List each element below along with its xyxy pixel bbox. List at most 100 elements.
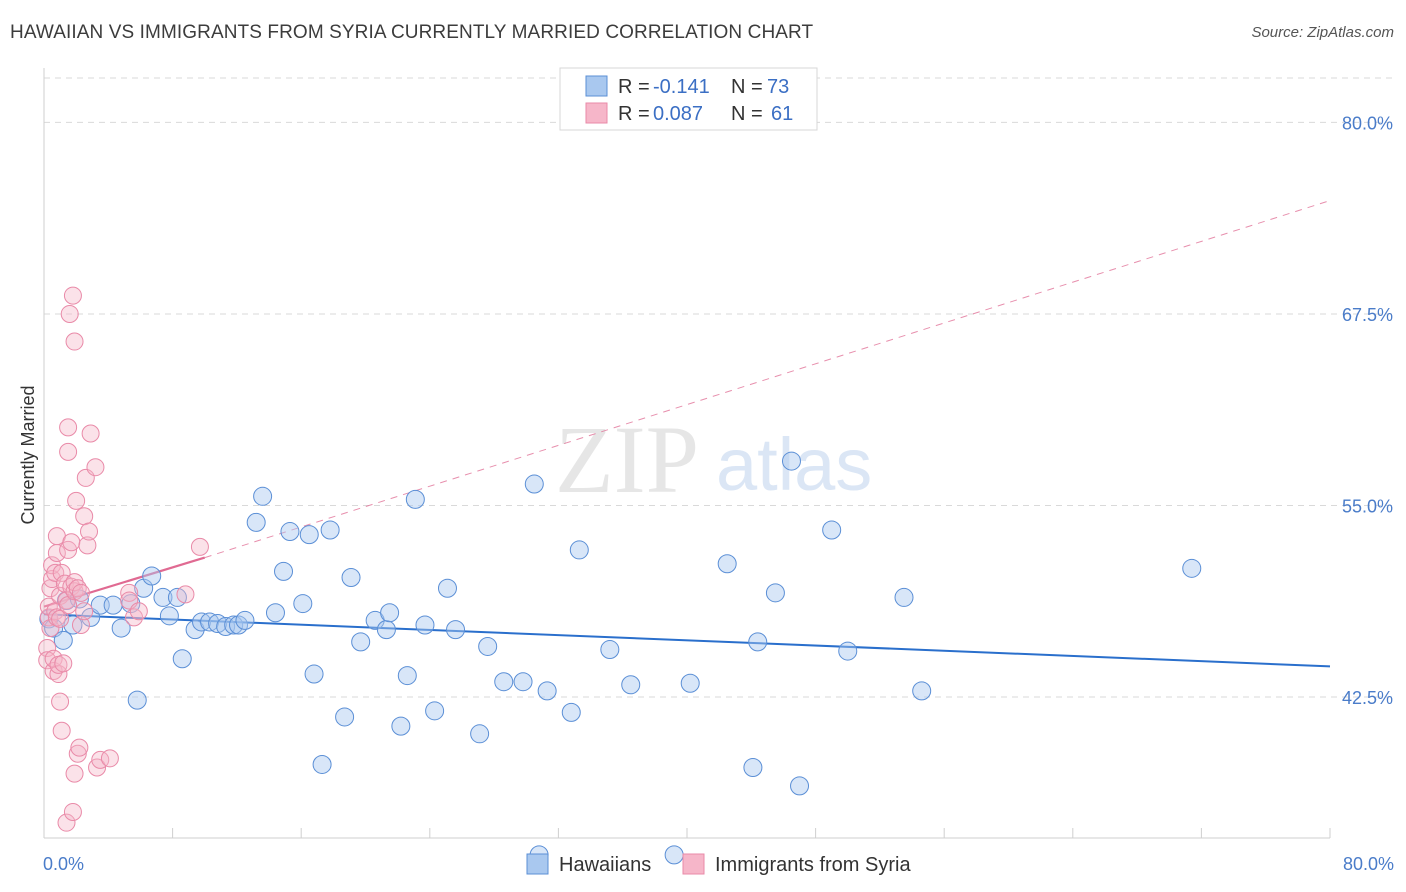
series-legend: Hawaiians Immigrants from Syria xyxy=(526,853,911,876)
syria-point-51 xyxy=(86,458,105,477)
syria-point-45 xyxy=(75,507,94,526)
hawaiians-point-68 xyxy=(822,520,842,540)
hawaiians-point-71 xyxy=(912,681,932,701)
syria-point-18 xyxy=(51,609,70,628)
hawaiians-point-60 xyxy=(664,845,684,865)
y-tick-label-2: 67.5% xyxy=(1342,305,1393,325)
series-legend-label-syria: Immigrants from Syria xyxy=(715,854,911,876)
syria-point-22 xyxy=(54,654,73,673)
syria-point-14 xyxy=(47,608,66,627)
syria-point-5 xyxy=(41,619,60,638)
hawaiians-point-44 xyxy=(405,489,425,509)
syria-point-50 xyxy=(81,424,100,443)
watermark-zip: ZIP xyxy=(555,406,699,513)
hawaiians-point-2 xyxy=(53,630,73,650)
series-legend-swatch-hawaiians xyxy=(526,853,549,875)
source-note: Source: ZipAtlas.com xyxy=(1251,24,1394,41)
watermark: ZIP atlas xyxy=(555,406,872,513)
hawaiians-point-23 xyxy=(224,615,244,635)
hawaiians-point-11 xyxy=(127,690,147,710)
hawaiians-point-51 xyxy=(494,672,514,692)
hawaiians-point-58 xyxy=(600,640,620,660)
syria-point-57 xyxy=(125,608,144,627)
legend-swatch-syria xyxy=(585,102,608,124)
hawaiians-point-50 xyxy=(478,636,498,656)
syria-point-30 xyxy=(60,304,79,323)
grid-lines xyxy=(44,77,1394,698)
hawaiians-point-72 xyxy=(1182,558,1202,578)
syria-point-55 xyxy=(120,583,139,602)
hawaiians-point-69 xyxy=(838,641,858,661)
syria-point-35 xyxy=(65,332,84,351)
hawaiians-point-38 xyxy=(351,632,371,652)
syria-point-42 xyxy=(70,738,89,757)
chart-title: HAWAIIAN VS IMMIGRANTS FROM SYRIA CURREN… xyxy=(10,22,814,43)
series-legend-label-hawaiians: Hawaiians xyxy=(559,854,651,876)
syria-point-15 xyxy=(49,665,68,684)
hawaiians-point-45 xyxy=(415,615,435,635)
y-tick-label-1: 55.0% xyxy=(1342,497,1393,517)
hawaiians-point-40 xyxy=(376,620,396,640)
legend-n-label-1: N = xyxy=(731,76,763,98)
syria-point-48 xyxy=(78,536,97,555)
syria-point-32 xyxy=(62,533,81,552)
hawaiians-point-47 xyxy=(437,578,457,598)
legend-r-label-2: R = xyxy=(618,103,650,125)
hawaiians-point-28 xyxy=(265,603,285,623)
hawaiians-point-42 xyxy=(391,716,411,736)
y-tick-label-3: 80.0% xyxy=(1342,113,1393,133)
syria-point-36 xyxy=(65,764,84,783)
legend-r-value-2: 0.087 xyxy=(653,103,703,125)
hawaiians-point-65 xyxy=(765,583,785,603)
hawaiians-point-63 xyxy=(743,758,763,778)
syria-points xyxy=(38,286,209,832)
hawaiians-point-64 xyxy=(748,632,768,652)
syria-point-33 xyxy=(63,286,82,305)
hawaiians-point-66 xyxy=(781,451,801,471)
syria-point-24 xyxy=(57,813,76,832)
hawaiians-point-31 xyxy=(293,594,313,614)
hawaiians-point-57 xyxy=(569,540,589,560)
syria-point-40 xyxy=(68,744,87,763)
syria-point-59 xyxy=(176,585,195,604)
hawaiians-point-30 xyxy=(280,522,300,542)
hawaiians-point-9 xyxy=(111,618,131,638)
stats-legend: R = -0.141 N = 73 R = 0.087 N = 61 xyxy=(559,67,818,131)
legend-n-value-2: 61 xyxy=(771,103,793,125)
hawaiians-point-70 xyxy=(894,587,914,607)
hawaiians-point-46 xyxy=(425,701,445,721)
legend-r-value-1: -0.141 xyxy=(653,76,710,98)
hawaiians-point-37 xyxy=(341,568,361,588)
hawaiians-point-43 xyxy=(397,666,417,686)
legend-n-value-1: 73 xyxy=(767,76,789,98)
syria-point-60 xyxy=(190,537,209,556)
hawaiians-point-35 xyxy=(320,520,340,540)
hawaiians-point-27 xyxy=(253,486,273,506)
syria-point-58 xyxy=(129,602,148,621)
hawaiians-point-25 xyxy=(235,610,255,630)
hawaiians-point-15 xyxy=(159,606,179,626)
legend-r-label-1: R = xyxy=(618,76,650,98)
hawaiians-point-53 xyxy=(524,474,544,494)
hawaiians-point-36 xyxy=(335,707,355,727)
syria-point-20 xyxy=(52,721,71,740)
hawaiians-point-34 xyxy=(312,754,332,774)
x-tick-label-min: 0.0% xyxy=(43,854,84,874)
hawaiians-point-59 xyxy=(621,675,641,695)
hawaiians-point-8 xyxy=(103,595,123,615)
hawaiians-point-52 xyxy=(513,672,533,692)
hawaiians-point-41 xyxy=(380,603,400,623)
hawaiians-point-19 xyxy=(192,612,212,632)
y-tick-labels: 42.5% 55.0% 67.5% 80.0% xyxy=(1342,113,1393,708)
x-tick-label-max: 80.0% xyxy=(1343,854,1394,874)
y-tick-label-0: 42.5% xyxy=(1342,688,1393,708)
syria-point-0 xyxy=(38,639,57,657)
hawaiians-point-49 xyxy=(470,724,490,744)
hawaiians-point-48 xyxy=(446,620,466,640)
trendline-syria-extended xyxy=(204,200,1331,559)
series-legend-swatch-syria xyxy=(682,853,705,875)
syria-point-43 xyxy=(71,616,90,635)
syria-point-21 xyxy=(52,563,71,582)
legend-swatch-hawaiians xyxy=(585,75,608,97)
